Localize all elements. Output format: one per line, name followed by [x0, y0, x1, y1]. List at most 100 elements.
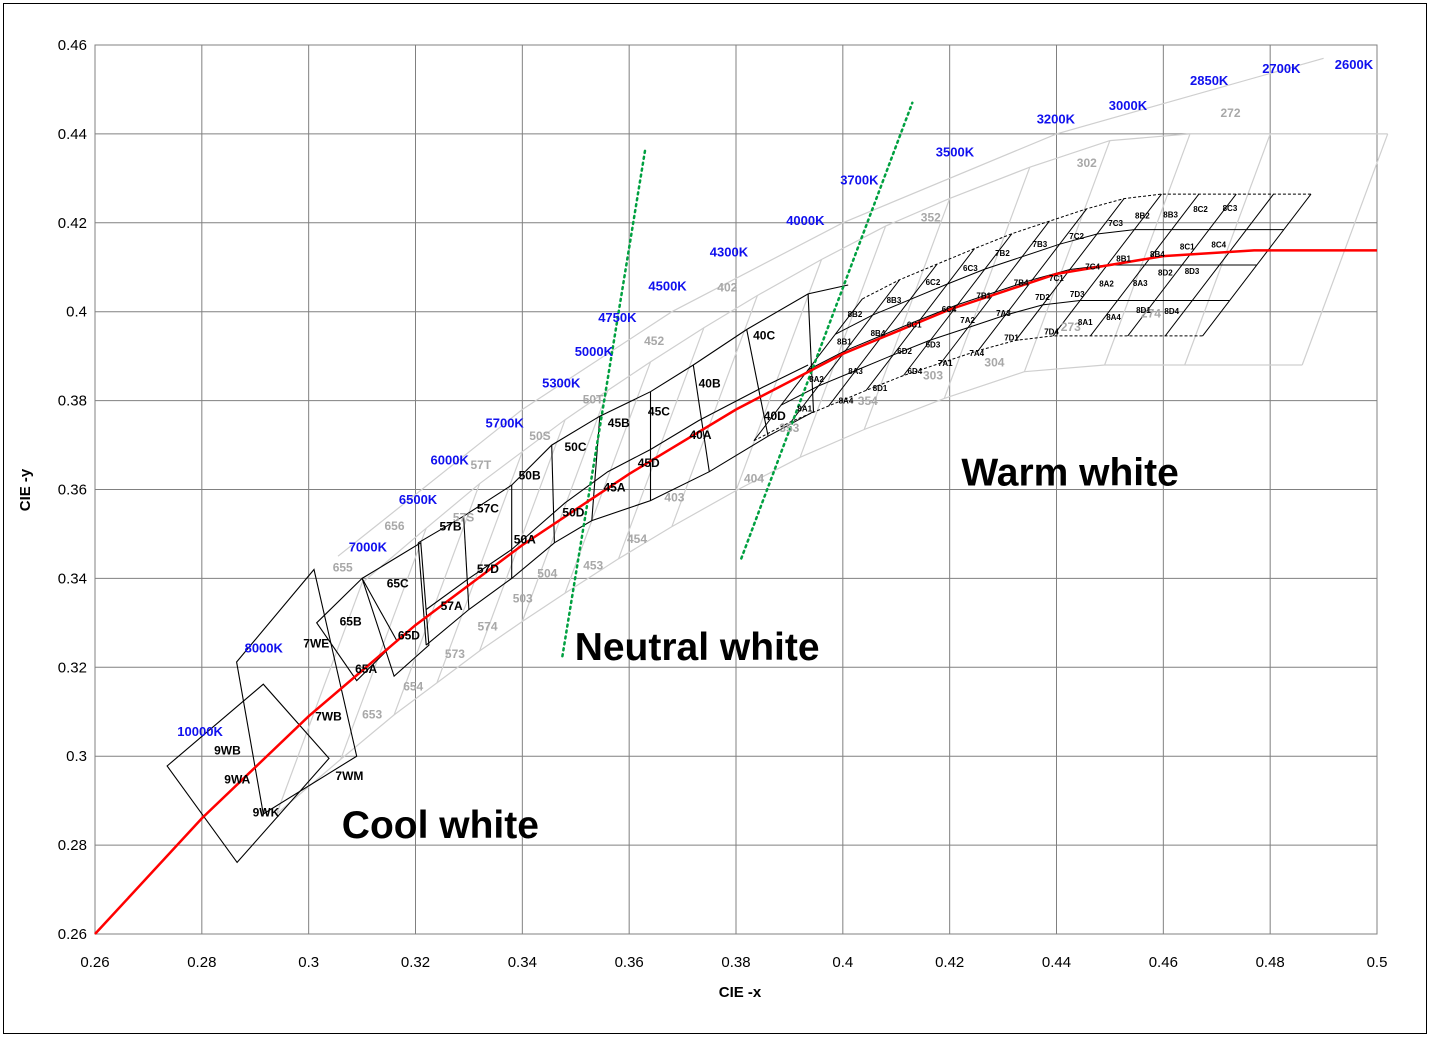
mesh-bin-label: 8A4: [1106, 313, 1121, 322]
y-tick-label: 0.26: [58, 926, 87, 943]
bin-band-divider: [807, 293, 815, 412]
bin-band-bottom: [425, 411, 814, 646]
gray-bin-top: [361, 133, 1388, 584]
mesh-bin-label: 6C2: [926, 278, 941, 287]
bin-label: 9WA: [224, 772, 250, 786]
mesh-bin-label: 7C1: [1049, 274, 1064, 283]
plot-area-border: [94, 44, 1378, 935]
bin-label: 40C: [753, 328, 775, 342]
cct-label: 2700K: [1262, 61, 1301, 76]
gray-bin-label: 57S: [453, 511, 474, 525]
mesh-bin-label: 7D2: [1035, 293, 1050, 302]
cct-label: 3000K: [1109, 98, 1148, 113]
bin-quad: [166, 683, 330, 864]
primary-bin-grid: [166, 193, 1312, 864]
bin-label: 40B: [699, 376, 721, 390]
bin-label: 45A: [604, 481, 626, 495]
cct-label: 2600K: [1335, 57, 1374, 72]
mesh-bin-label: 8C1: [1180, 243, 1195, 252]
mesh-bin-label: 6C1: [907, 320, 922, 329]
gray-bin-label: 273: [1061, 320, 1081, 334]
gray-bin-label: 272: [1221, 106, 1241, 120]
bin-quad: [361, 541, 430, 678]
mesh-bin-label: 7A2: [960, 316, 975, 325]
bin-band-mid: [425, 364, 809, 610]
gray-bin-label: 504: [537, 567, 557, 581]
bin-label: 65A: [355, 662, 377, 676]
cct-label: 4000K: [786, 213, 825, 228]
y-tick-label: 0.3: [66, 748, 87, 765]
bin-label: 65D: [398, 629, 420, 643]
x-tick-label: 0.44: [1042, 954, 1071, 971]
bin-label: 7WE: [303, 637, 329, 651]
cct-label: 10000K: [177, 724, 223, 739]
cct-label: 3500K: [936, 145, 975, 160]
gray-bin-divider: [393, 483, 481, 716]
mesh-bin-label: 7A3: [996, 309, 1011, 318]
gray-bin-label: 303: [923, 369, 943, 383]
x-axis-label: CIE -x: [719, 984, 762, 1001]
gray-bin-label: 403: [664, 491, 684, 505]
gray-bin-bottom: [276, 364, 1303, 815]
region-annotation: Neutral white: [575, 626, 820, 669]
gray-bin-label: 352: [921, 211, 941, 225]
mesh-bin-label: 6C3: [963, 264, 978, 273]
mesh-bin-label: 8A3: [848, 367, 863, 376]
gray-bin-label: 656: [385, 519, 405, 533]
gray-bin-divider: [521, 390, 609, 622]
bin-label: 57D: [477, 562, 499, 576]
gray-bin-divider: [1023, 140, 1111, 372]
gray-bin-divider: [1184, 133, 1271, 366]
gray-bin-label: 353: [779, 421, 799, 435]
cct-label: 4750K: [598, 310, 637, 325]
cct-label: 3700K: [840, 173, 879, 188]
bin-label: 45D: [638, 456, 660, 470]
bin-label: 50A: [514, 532, 536, 546]
cct-label: 8000K: [245, 641, 284, 656]
gray-bin-label: 503: [513, 591, 533, 605]
mesh-bin-label: 8A2: [1099, 279, 1114, 288]
mesh-bin-label: 6D2: [897, 347, 912, 356]
bin-label: 7WM: [335, 769, 363, 783]
axis-ticks: 0.26 0.28 0.3 0.32 0.34 0.36 0.38 0.4 0.42 0.44 0.…: [58, 37, 1388, 971]
y-tick-label: 0.28: [58, 837, 87, 854]
y-tick-label: 0.36: [58, 482, 87, 499]
mesh-bin-label: 8B1: [1116, 255, 1131, 264]
mesh-bin-label: 8D2: [1158, 268, 1173, 277]
bin-band-divider: [591, 416, 601, 521]
mesh-bin-label: 7B4: [1014, 279, 1029, 288]
mesh-bin-label: 8D4: [1164, 307, 1179, 316]
cct-label: 5700K: [486, 415, 525, 430]
bin-label: 45C: [648, 404, 670, 418]
bin-label: 65B: [340, 615, 362, 629]
bin-label: 45B: [608, 416, 630, 430]
mesh-bin-label: 7D1: [1004, 334, 1019, 343]
mesh-bin-label: 8C3: [1223, 204, 1238, 213]
mesh-col: [865, 248, 975, 391]
x-tick-label: 0.4: [832, 954, 853, 971]
mesh-bin-label: 7C4: [1085, 263, 1100, 272]
bin-label: 9WK: [253, 806, 280, 820]
mesh-bin-label: 8A1: [1078, 318, 1093, 327]
region-dividers: [561, 101, 914, 658]
x-tick-label: 0.34: [508, 954, 537, 971]
mesh-col: [1202, 193, 1312, 337]
bin-label: 65C: [387, 576, 409, 590]
gray-bin-divider: [671, 295, 758, 527]
gray-bin-label: 452: [644, 334, 664, 348]
mesh-bin-label: 8B4: [871, 329, 886, 338]
mesh-bin-label: 7D4: [1044, 327, 1059, 336]
locus-line: [94, 249, 1377, 935]
gray-bin-divider: [863, 198, 951, 430]
y-tick-label: 0.32: [58, 659, 87, 676]
gray-bin-label: 50T: [583, 392, 604, 406]
y-tick-label: 0.4: [66, 304, 87, 321]
cct-label: 2850K: [1190, 73, 1229, 88]
mesh-bin-label: 7C2: [1069, 232, 1084, 241]
cct-label: 3200K: [1037, 112, 1076, 127]
mesh-col: [903, 233, 1013, 376]
mesh-bin-label: 8B2: [848, 310, 863, 319]
x-tick-label: 0.5: [1367, 954, 1388, 971]
cct-label: 4500K: [648, 278, 687, 293]
gray-bin-label: 402: [717, 280, 737, 294]
